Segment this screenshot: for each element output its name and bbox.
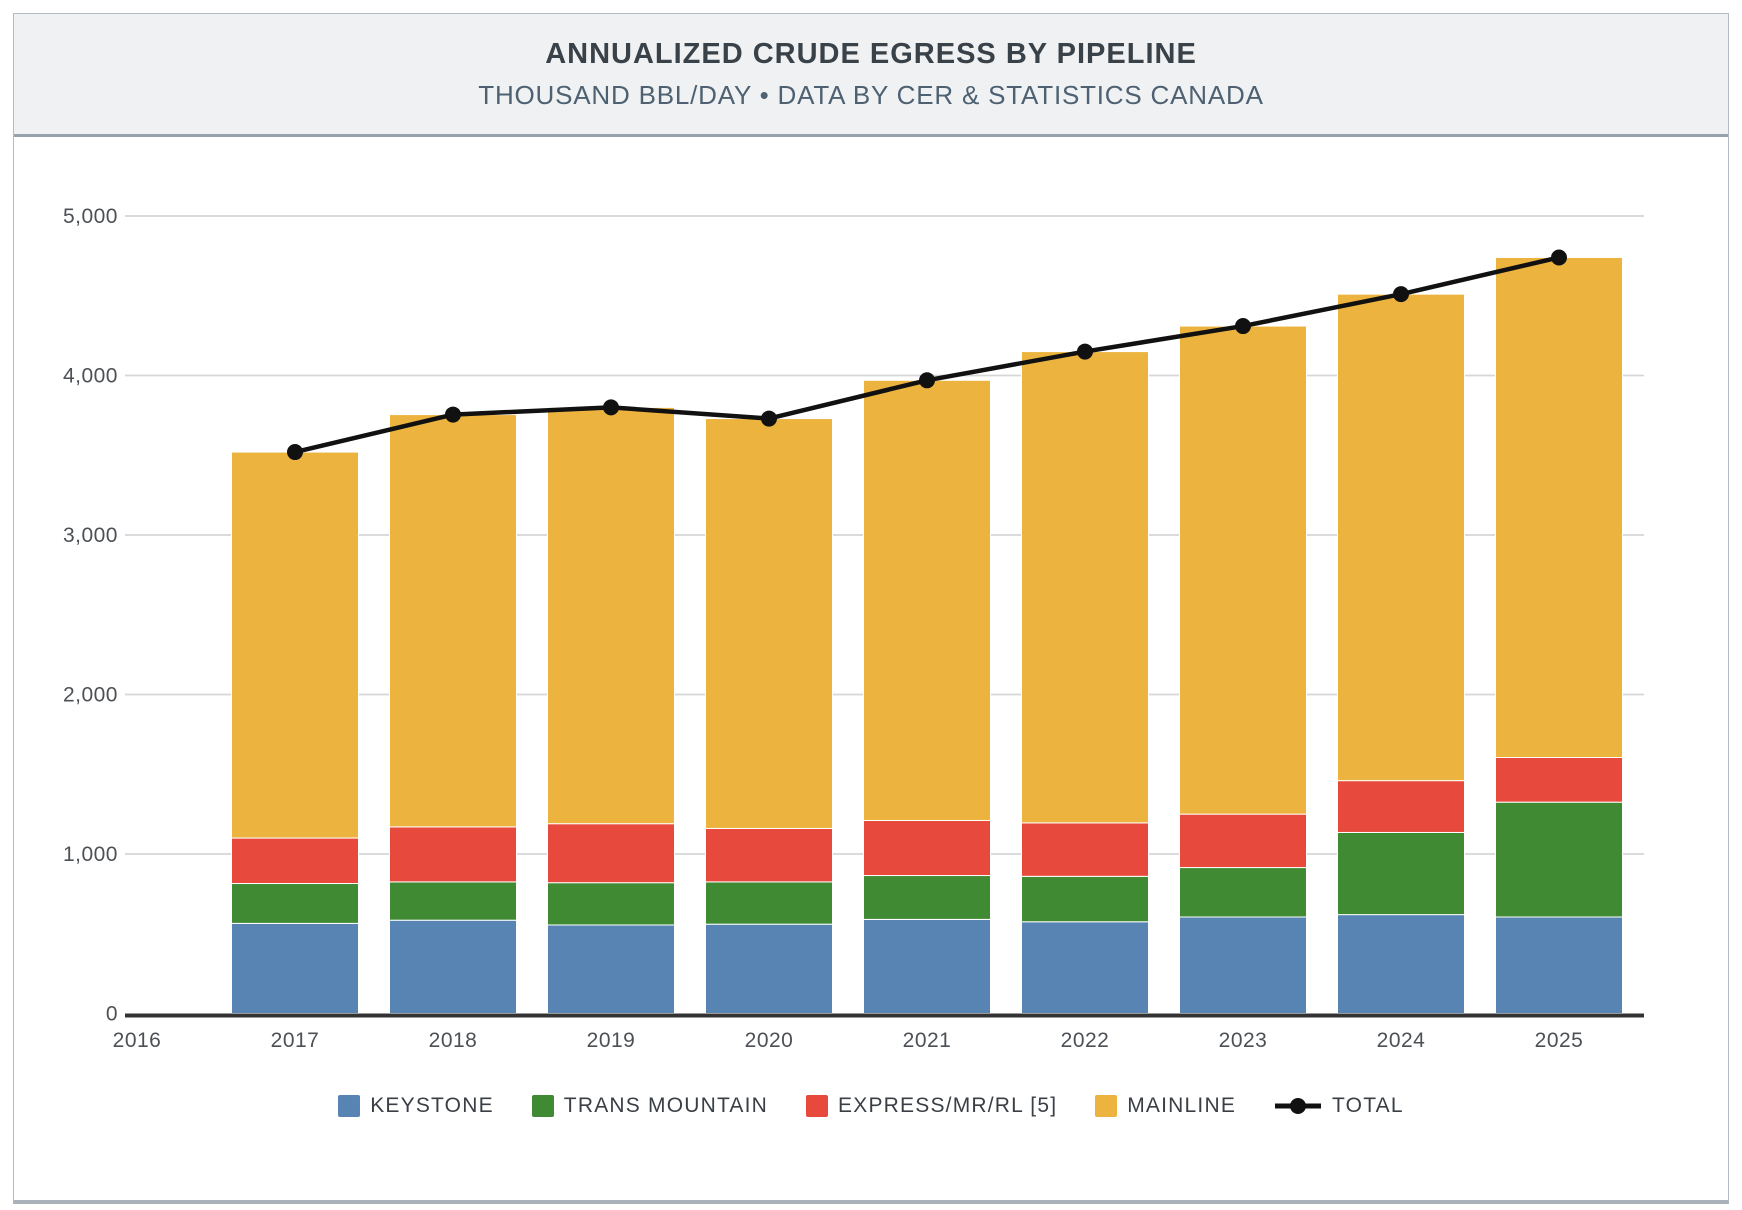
bar-segment-trans-mountain-2021[interactable] xyxy=(863,875,991,920)
bar-segment-express-mr-rl-5--2024[interactable] xyxy=(1337,780,1465,833)
chart-canvas: 0 1,000 2,000 3,000 4,000 5,000 2016 2017 2018 20… xyxy=(63,205,1644,1052)
legend-swatch-icon xyxy=(806,1095,829,1117)
bar-segment-trans-mountain-2023[interactable] xyxy=(1179,867,1307,918)
bar-segment-mainline-2023[interactable] xyxy=(1179,325,1307,815)
y-tick-label: 0 xyxy=(106,1003,118,1026)
x-tick-label: 2020 xyxy=(745,1029,794,1052)
bar-segment-mainline-2018[interactable] xyxy=(389,414,517,828)
total-line-legend-icon xyxy=(1275,1098,1322,1114)
total-line-dot-2020[interactable] xyxy=(761,410,777,427)
x-tick-label: 2019 xyxy=(587,1029,636,1052)
bar-segment-trans-mountain-2022[interactable] xyxy=(1021,875,1149,923)
legend-item-mainline[interactable]: MAINLINE xyxy=(1095,1094,1236,1118)
y-tick-label: 4,000 xyxy=(63,365,118,388)
legend-swatch-icon xyxy=(531,1095,554,1117)
legend-item-keystone[interactable]: KEYSTONE xyxy=(338,1094,494,1118)
bar-segment-trans-mountain-2025[interactable] xyxy=(1495,801,1623,918)
y-tick-label: 3,000 xyxy=(63,524,118,547)
bar-segment-trans-mountain-2018[interactable] xyxy=(389,881,517,921)
legend-item-trans-mountain[interactable]: TRANS MOUNTAIN xyxy=(531,1094,769,1118)
bar-segment-express-mr-rl-5--2019[interactable] xyxy=(547,823,675,884)
total-line-dot-2023[interactable] xyxy=(1235,318,1251,335)
chart-legend: KEYSTONE TRANS MOUNTAIN EXPRESS/MR/RL [5] M… xyxy=(14,1085,1728,1127)
legend-label: TOTAL xyxy=(1332,1094,1404,1117)
legend-swatch-icon xyxy=(338,1095,361,1117)
bar-segment-mainline-2022[interactable] xyxy=(1021,351,1149,824)
bar-segment-keystone-2017[interactable] xyxy=(231,922,359,1015)
legend-swatch-icon xyxy=(1095,1095,1118,1117)
y-tick-label: 1,000 xyxy=(63,843,118,866)
x-tick-label: 2022 xyxy=(1061,1029,1110,1052)
bar-segment-trans-mountain-2017[interactable] xyxy=(231,883,359,924)
legend-label: KEYSTONE xyxy=(370,1094,494,1117)
bar-segment-express-mr-rl-5--2025[interactable] xyxy=(1495,757,1623,803)
x-tick-label: 2018 xyxy=(429,1029,478,1052)
bar-segment-keystone-2022[interactable] xyxy=(1021,921,1149,1014)
legend-item-express-mr-rl-5-[interactable]: EXPRESS/MR/RL [5] xyxy=(806,1094,1057,1118)
legend-label: TRANS MOUNTAIN xyxy=(563,1094,769,1117)
chart-subtitle: THOUSAND BBL/DAY • DATA BY CER & STATIST… xyxy=(478,79,1264,110)
bar-segment-express-mr-rl-5--2021[interactable] xyxy=(863,820,991,877)
bar-segment-keystone-2021[interactable] xyxy=(863,918,991,1015)
chart-header: ANNUALIZED CRUDE EGRESS BY PIPELINE THOU… xyxy=(14,14,1728,137)
bar-segment-mainline-2024[interactable] xyxy=(1337,293,1465,782)
bar-segment-keystone-2023[interactable] xyxy=(1179,916,1307,1014)
bar-segment-keystone-2019[interactable] xyxy=(547,924,675,1014)
chart-card: ANNUALIZED CRUDE EGRESS BY PIPELINE THOU… xyxy=(13,13,1729,1204)
bar-segment-mainline-2020[interactable] xyxy=(705,418,833,829)
x-tick-label: 2021 xyxy=(903,1029,952,1052)
bar-segment-trans-mountain-2020[interactable] xyxy=(705,881,833,925)
bar-segment-mainline-2025[interactable] xyxy=(1495,256,1623,759)
bar-segment-keystone-2024[interactable] xyxy=(1337,914,1465,1014)
bar-segment-mainline-2021[interactable] xyxy=(863,379,991,822)
y-tick-label: 5,000 xyxy=(63,205,118,228)
bar-segment-express-mr-rl-5--2020[interactable] xyxy=(705,827,833,883)
chart-area: 0 1,000 2,000 3,000 4,000 5,000 2016 2017 2018 20… xyxy=(14,137,1728,1196)
x-tick-label: 2025 xyxy=(1535,1029,1584,1052)
total-line-dot-2022[interactable] xyxy=(1077,343,1093,360)
bar-segment-express-mr-rl-5--2018[interactable] xyxy=(389,826,517,883)
legend-label: MAINLINE xyxy=(1127,1094,1237,1117)
chart-title: ANNUALIZED CRUDE EGRESS BY PIPELINE xyxy=(545,37,1197,70)
total-line-dot-2024[interactable] xyxy=(1393,286,1409,303)
total-line-dot-2019[interactable] xyxy=(603,399,619,416)
bar-segment-keystone-2018[interactable] xyxy=(389,919,517,1015)
bar-segment-keystone-2020[interactable] xyxy=(705,923,833,1014)
bar-segment-express-mr-rl-5--2022[interactable] xyxy=(1021,822,1149,877)
x-tick-label: 2017 xyxy=(271,1029,320,1052)
bar-segment-mainline-2017[interactable] xyxy=(231,451,359,839)
total-line-dot-2018[interactable] xyxy=(445,406,461,423)
bar-segment-trans-mountain-2024[interactable] xyxy=(1337,831,1465,916)
bar-segment-express-mr-rl-5--2017[interactable] xyxy=(231,837,359,885)
y-tick-label: 2,000 xyxy=(63,684,118,707)
legend-label: EXPRESS/MR/RL [5] xyxy=(838,1094,1058,1117)
bar-segment-mainline-2019[interactable] xyxy=(547,406,675,825)
total-line-dot-2025[interactable] xyxy=(1551,249,1567,266)
x-tick-label: 2023 xyxy=(1219,1029,1268,1052)
total-line-dot-2021[interactable] xyxy=(919,372,935,389)
legend-item-total[interactable]: TOTAL xyxy=(1274,1094,1404,1118)
x-tick-label: 2016 xyxy=(113,1029,162,1052)
bar-segment-keystone-2025[interactable] xyxy=(1495,916,1623,1014)
x-tick-label: 2024 xyxy=(1377,1029,1426,1052)
total-line-dot-2017[interactable] xyxy=(287,444,303,461)
bar-segment-express-mr-rl-5--2023[interactable] xyxy=(1179,813,1307,869)
bar-segment-trans-mountain-2019[interactable] xyxy=(547,882,675,926)
